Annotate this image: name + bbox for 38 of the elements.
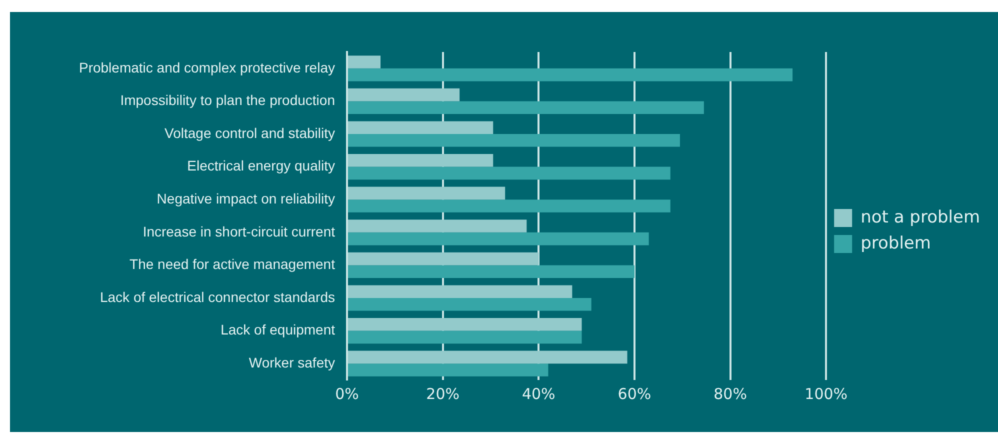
y-tick-label: Problematic and complex protective relay [78,59,335,76]
x-tick-label: 20% [426,384,460,403]
bar [348,121,494,134]
bar [348,364,548,376]
bar [348,200,670,212]
y-tick-label: Negative impact on reliability [156,190,335,206]
bar [348,298,592,311]
x-tick-label: 60% [618,384,652,403]
bar [348,68,793,82]
bar [348,101,704,114]
bar [348,265,634,278]
y-tick-label: Impossibility to plan the production [120,92,335,108]
bar [348,56,381,68]
bar [348,220,527,232]
y-tick-label: Electrical energy quality [187,158,335,174]
bar [348,285,572,298]
x-tick-label: 40% [522,384,556,403]
bar [348,232,649,246]
bar [348,350,628,364]
bar [348,318,582,331]
bar [348,88,460,102]
bar [348,134,680,147]
legend-label: not a problem [860,207,980,228]
y-tick-label: The need for active management [130,256,336,272]
bar [348,330,582,344]
legend-label: problem [860,233,931,254]
bar [348,252,539,266]
y-tick-label: Voltage control and stability [164,124,335,141]
y-tick-label: Lack of electrical connector standards [100,288,335,305]
x-tick-label: 100% [804,384,848,403]
bar [348,166,670,180]
x-tick-label: 80% [714,384,747,403]
y-tick-label: Lack of equipment [220,322,336,338]
y-tick-label: Increase in short-circuit current [142,223,336,240]
bar [348,154,494,167]
x-tick-label: 0% [335,384,359,403]
bar [348,186,506,200]
y-tick-label: Worker safety [248,354,335,370]
